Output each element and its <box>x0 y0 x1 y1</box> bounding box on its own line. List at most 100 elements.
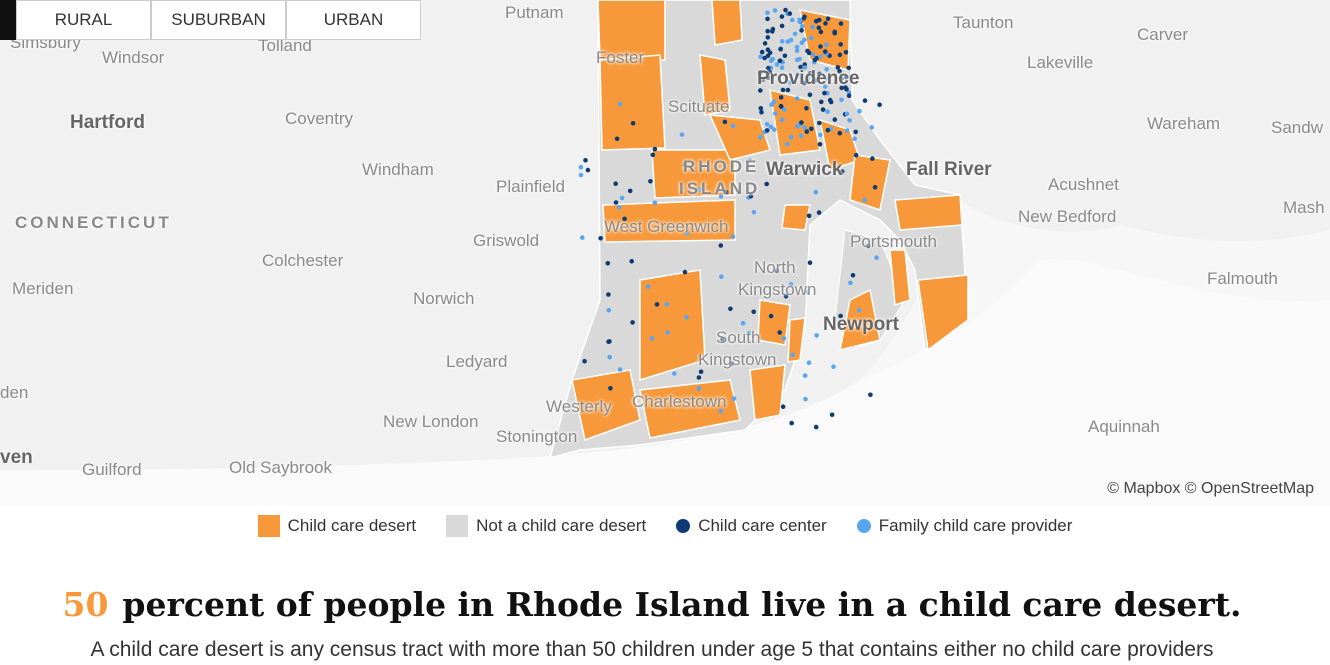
place-label: ven <box>0 447 33 468</box>
provider-dot <box>608 386 613 391</box>
place-label: Hartford <box>70 112 145 133</box>
provider-dot <box>652 200 658 206</box>
provider-dot <box>764 122 770 127</box>
place-label: Providence <box>757 68 860 89</box>
provider-dot <box>857 108 862 114</box>
provider-dot <box>820 107 826 112</box>
provider-dot <box>758 54 763 60</box>
provider-dot <box>825 127 831 133</box>
provider-dot <box>810 52 816 58</box>
provider-dot <box>758 88 763 93</box>
provider-dot <box>650 152 656 158</box>
provider-dot <box>731 396 737 401</box>
provider-dot <box>797 17 802 23</box>
provider-dot <box>824 67 829 72</box>
provider-dot <box>825 16 831 22</box>
tab-bar[interactable]: RURAL SUBURBAN URBAN <box>0 0 421 40</box>
provider-dot <box>613 200 619 205</box>
provider-dot <box>816 25 822 31</box>
provider-dot <box>778 95 784 100</box>
description: A child care desert is any census tract … <box>90 638 1214 661</box>
tab[interactable]: URBAN <box>286 0 421 40</box>
provider-dot <box>627 188 633 194</box>
provider-dot <box>782 53 788 59</box>
provider-dots <box>578 7 882 430</box>
provider-dot <box>844 74 849 80</box>
provider-dot <box>757 71 763 76</box>
provider-dot <box>682 269 688 275</box>
provider-dot <box>805 166 811 172</box>
provider-dot <box>794 44 800 50</box>
provider-dot <box>807 260 813 266</box>
provider-dot <box>764 128 770 133</box>
provider-dot <box>783 7 788 13</box>
provider-dot <box>622 216 627 222</box>
place-label: Tolland <box>258 36 312 55</box>
provider-dot <box>607 354 612 360</box>
provider-dot <box>782 107 787 112</box>
place-label: Ledyard <box>446 352 508 371</box>
legend-item: Not a child care desert <box>446 515 646 537</box>
provider-dot <box>728 306 733 312</box>
provider-dot <box>613 181 618 186</box>
place-label: Lakeville <box>1027 53 1094 72</box>
provider-dot <box>805 76 811 81</box>
provider-dot <box>805 48 810 54</box>
place-label: Portsmouth <box>850 232 937 251</box>
place-label: Kingstown <box>738 280 817 299</box>
provider-dot <box>874 255 879 260</box>
legend-item: Child care center <box>676 515 827 537</box>
provider-dot <box>759 109 764 115</box>
tab-active[interactable] <box>0 0 16 40</box>
tab[interactable]: SUBURBAN <box>151 0 286 40</box>
place-label: Warwick <box>766 159 843 180</box>
provider-dot <box>781 336 787 341</box>
provider-dot <box>746 330 752 336</box>
provider-dot <box>767 69 773 75</box>
provider-dot <box>785 141 790 147</box>
provider-dot <box>649 336 655 341</box>
provider-dot <box>630 121 636 126</box>
provider-dot <box>831 364 836 370</box>
provider-dot <box>729 361 734 366</box>
water <box>860 200 1330 380</box>
provider-dot <box>813 189 819 195</box>
provider-dot <box>799 40 805 45</box>
provider-dot <box>795 123 800 129</box>
provider-dot <box>832 117 838 122</box>
tab[interactable]: RURAL <box>16 0 151 40</box>
provider-dot <box>802 65 807 70</box>
provider-dot <box>856 308 862 313</box>
provider-dot <box>801 80 807 86</box>
place-label: Acushnet <box>1048 175 1119 194</box>
provider-dot <box>654 302 660 307</box>
provider-dot <box>810 24 815 30</box>
provider-dot <box>747 158 753 163</box>
provider-dot <box>664 302 670 307</box>
provider-dot <box>751 309 756 315</box>
provider-dot <box>696 375 702 380</box>
provider-dot <box>765 10 770 15</box>
place-label: Stonington <box>496 427 578 446</box>
provider-dot <box>629 259 634 264</box>
provider-dot <box>804 129 810 134</box>
provider-dot <box>606 292 611 297</box>
provider-dot <box>774 268 780 274</box>
provider-dot <box>764 181 769 187</box>
provider-dot <box>768 124 774 130</box>
provider-dot <box>839 76 844 81</box>
provider-dot <box>785 39 791 44</box>
provider-dot <box>870 156 875 161</box>
provider-dot <box>583 158 588 163</box>
provider-dot <box>748 194 754 199</box>
provider-dot <box>765 35 771 40</box>
provider-dot <box>696 386 702 391</box>
legend-swatch <box>257 515 280 537</box>
provider-dot <box>852 136 857 141</box>
provider-dot <box>847 118 852 123</box>
provider-dot <box>837 52 843 58</box>
provider-dot <box>835 65 841 70</box>
provider-dot <box>805 290 810 295</box>
provider-dot <box>684 314 689 320</box>
